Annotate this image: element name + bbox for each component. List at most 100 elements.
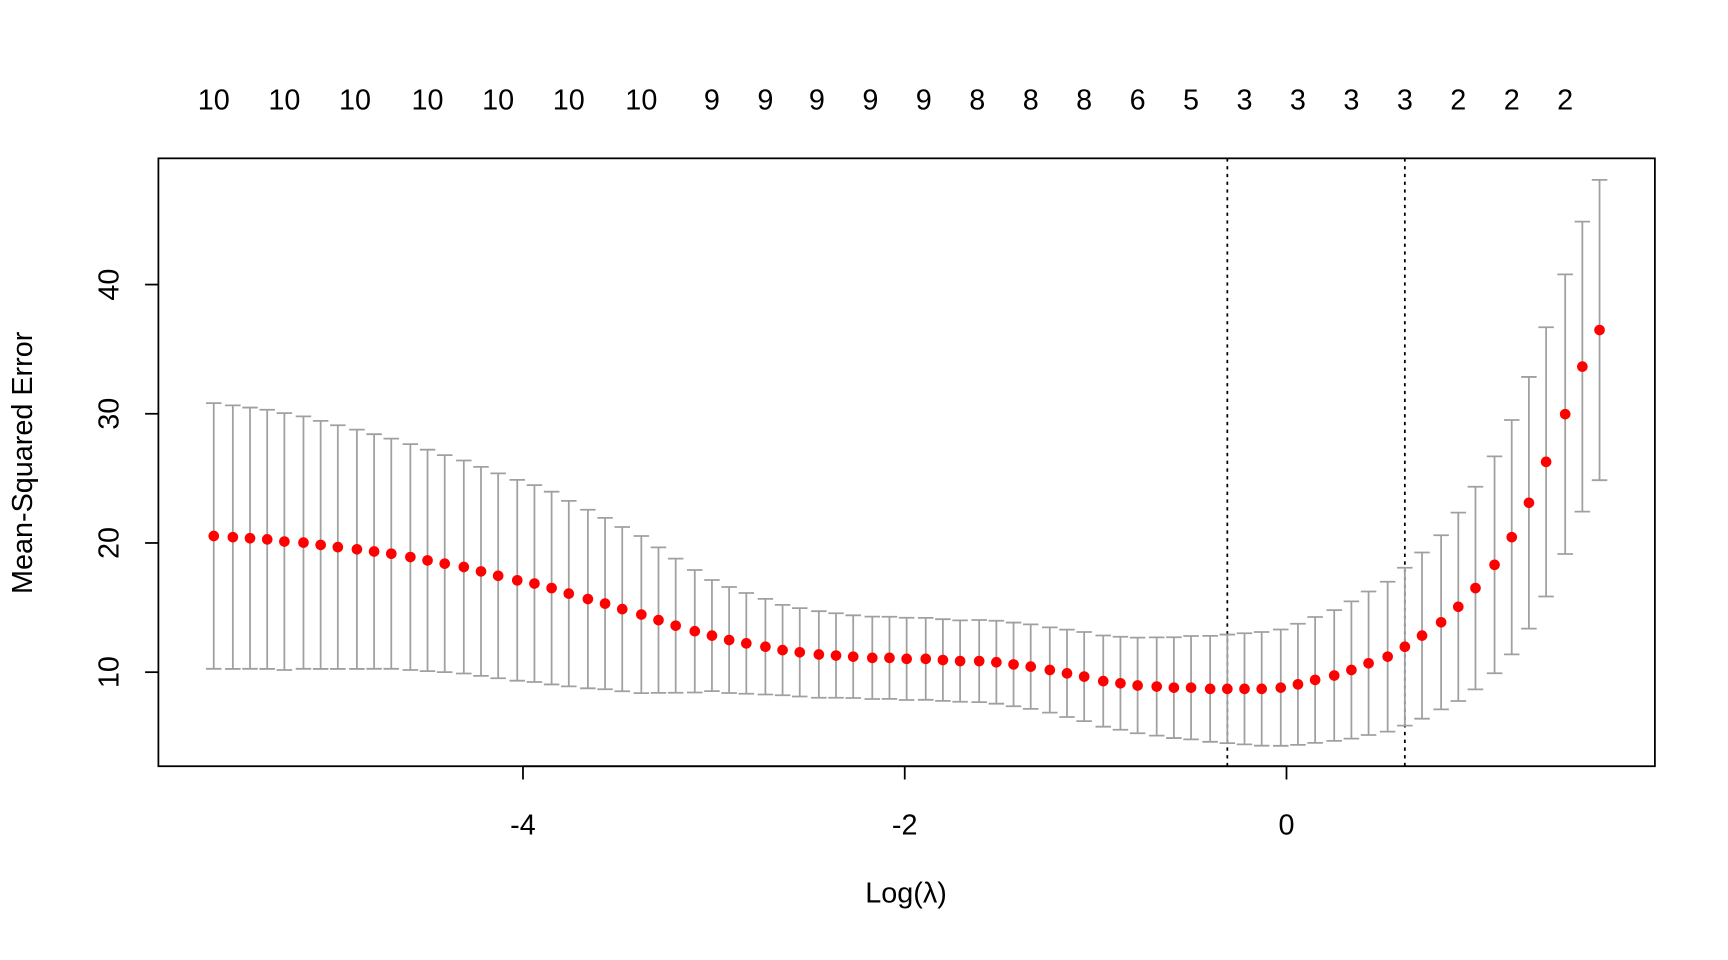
top-tick-label: 9: [862, 84, 878, 116]
point: [794, 646, 806, 658]
point: [1594, 324, 1605, 336]
point: [1185, 682, 1197, 693]
top-tick-label: 10: [412, 84, 444, 116]
point: [439, 558, 451, 569]
point: [475, 566, 487, 577]
top-tick-label: 9: [809, 84, 825, 116]
top-tick-label: 10: [482, 84, 514, 116]
point: [1151, 681, 1163, 692]
y-tick-label: 20: [93, 527, 125, 559]
top-tick-label: 9: [757, 84, 773, 116]
point: [332, 541, 344, 553]
y-tick-label: 10: [93, 656, 125, 688]
point: [227, 531, 239, 543]
point: [1061, 668, 1073, 679]
point: [458, 561, 470, 573]
point: [261, 534, 273, 545]
point: [973, 655, 985, 667]
point: [279, 536, 290, 547]
top-tick-label: 2: [1450, 84, 1466, 116]
point: [813, 649, 825, 660]
top-tick-label: 2: [1504, 84, 1520, 116]
point: [1382, 651, 1393, 662]
top-tick-label: 9: [704, 84, 720, 116]
top-tick-label: 9: [916, 84, 932, 116]
top-tick-label: 6: [1130, 84, 1146, 116]
point: [244, 532, 256, 544]
point: [1204, 683, 1216, 695]
point: [405, 551, 416, 563]
x-tick-label: -4: [510, 810, 536, 842]
point: [706, 630, 718, 641]
point: [1097, 675, 1109, 687]
point: [689, 625, 701, 637]
point: [1025, 661, 1037, 672]
point: [636, 609, 647, 620]
point: [866, 652, 878, 664]
top-tick-label: 10: [198, 84, 230, 116]
point: [1256, 683, 1267, 695]
point: [599, 598, 611, 609]
y-axis-label: Mean-Squared Error: [7, 331, 39, 594]
point: [1044, 664, 1056, 676]
point: [740, 638, 752, 649]
point: [670, 620, 681, 631]
top-tick-label: 3: [1397, 84, 1413, 116]
point: [1506, 531, 1518, 543]
y-tick-label: 30: [93, 398, 125, 430]
point: [954, 655, 966, 667]
point: [492, 570, 504, 582]
point: [777, 644, 788, 656]
point: [1222, 683, 1233, 695]
point: [1416, 630, 1428, 641]
point: [1363, 657, 1374, 669]
x-tick-label: -2: [892, 810, 918, 842]
top-tick-label: 5: [1183, 84, 1199, 116]
point: [1489, 559, 1500, 571]
point: [298, 537, 309, 548]
point: [830, 650, 842, 661]
point: [1399, 641, 1411, 653]
point: [760, 641, 771, 653]
point: [511, 574, 523, 586]
top-tick-label: 8: [969, 84, 985, 116]
point: [1523, 497, 1535, 509]
point: [529, 578, 540, 589]
point: [1078, 671, 1090, 682]
x-tick-label: 0: [1278, 810, 1294, 842]
point: [847, 651, 859, 662]
top-tick-label: 10: [553, 84, 585, 116]
point: [1435, 616, 1447, 628]
point: [991, 656, 1002, 668]
x-axis-label: Log(λ): [865, 877, 947, 909]
point: [385, 548, 397, 560]
point: [1328, 670, 1340, 681]
point: [920, 653, 932, 665]
point: [1577, 361, 1588, 372]
point: [1275, 682, 1287, 693]
top-tick-label: 10: [339, 84, 371, 116]
point: [653, 614, 664, 626]
point: [368, 546, 380, 557]
point: [1292, 679, 1304, 690]
top-tick-label: 10: [268, 84, 300, 116]
top-tick-label: 8: [1023, 84, 1039, 116]
point: [582, 593, 594, 605]
point: [422, 555, 433, 566]
point: [1168, 682, 1180, 693]
point: [563, 588, 575, 599]
point: [1540, 456, 1552, 468]
point: [351, 543, 363, 555]
point: [901, 653, 912, 665]
point: [315, 539, 326, 551]
point: [208, 530, 220, 542]
point: [1346, 664, 1357, 676]
point: [723, 634, 735, 646]
point: [1452, 601, 1464, 613]
top-tick-label: 3: [1343, 84, 1359, 116]
point: [546, 582, 557, 594]
point: [937, 654, 949, 666]
point: [1470, 582, 1481, 594]
